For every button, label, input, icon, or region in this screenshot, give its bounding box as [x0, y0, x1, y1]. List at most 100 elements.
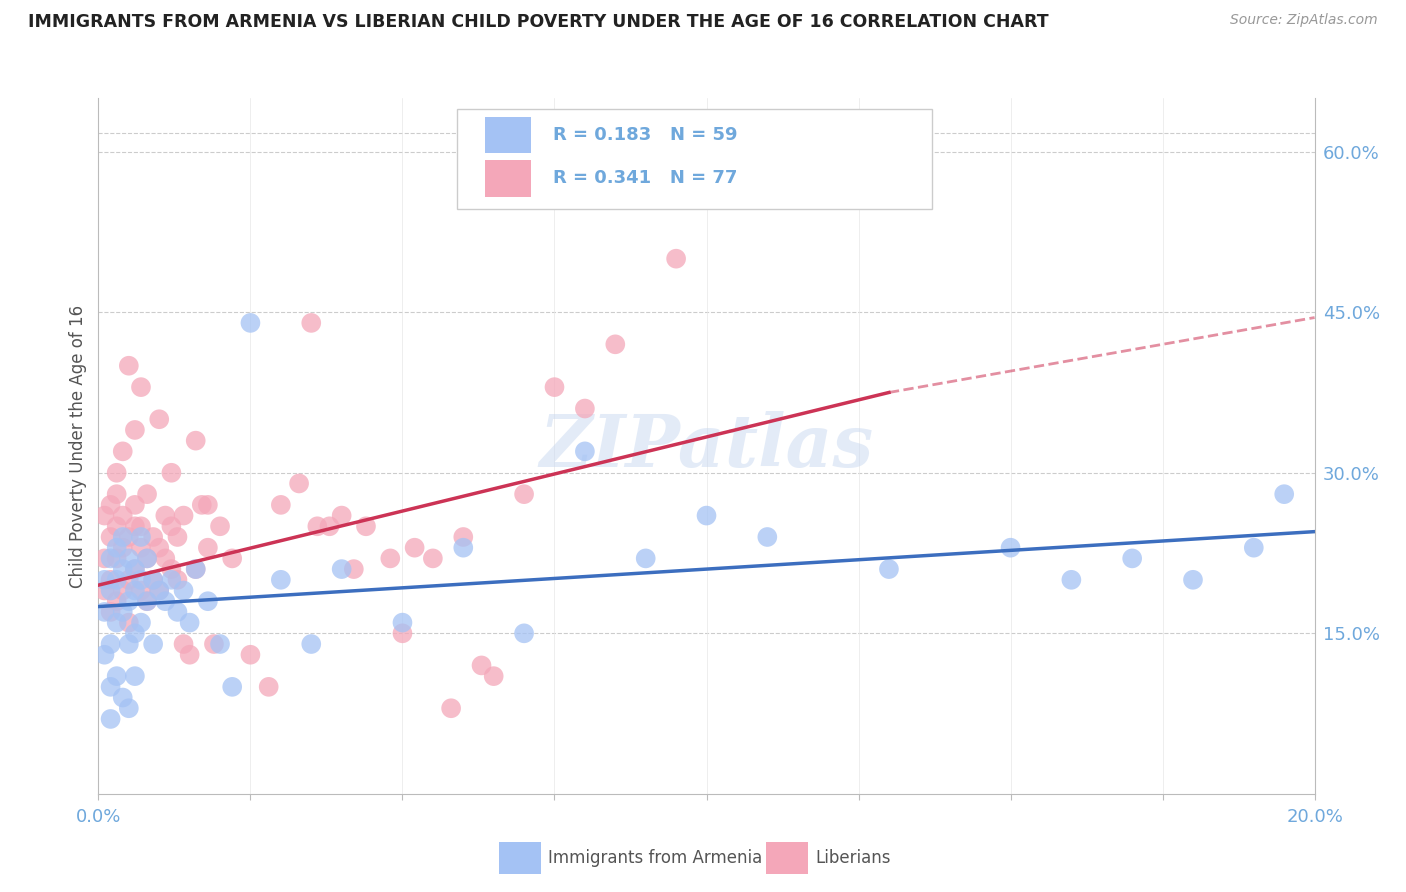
Point	[118, 573, 141, 587]
Point	[124, 562, 146, 576]
Point	[148, 583, 170, 598]
Point	[155, 551, 177, 566]
Point	[129, 380, 152, 394]
Point	[136, 594, 159, 608]
Point	[93, 508, 115, 523]
Point	[111, 562, 134, 576]
Text: R = 0.341   N = 77: R = 0.341 N = 77	[554, 169, 738, 187]
Point	[105, 615, 128, 630]
Point	[197, 498, 219, 512]
Point	[124, 669, 146, 683]
Point	[191, 498, 214, 512]
Point	[124, 626, 146, 640]
Point	[756, 530, 779, 544]
Point	[142, 637, 165, 651]
Point	[124, 562, 146, 576]
Point	[513, 487, 536, 501]
Point	[197, 594, 219, 608]
Point	[330, 508, 353, 523]
FancyBboxPatch shape	[485, 117, 531, 153]
FancyBboxPatch shape	[485, 161, 531, 196]
Point	[202, 637, 225, 651]
Point	[100, 583, 122, 598]
Point	[105, 551, 128, 566]
Point	[184, 562, 207, 576]
Point	[173, 637, 195, 651]
Text: R = 0.183   N = 59: R = 0.183 N = 59	[554, 127, 738, 145]
Point	[142, 573, 165, 587]
Point	[93, 551, 115, 566]
Point	[179, 648, 201, 662]
Point	[129, 615, 152, 630]
Point	[142, 530, 165, 544]
Point	[197, 541, 219, 555]
Point	[100, 573, 122, 587]
Text: ZIPatlas: ZIPatlas	[540, 410, 873, 482]
Point	[470, 658, 492, 673]
Point	[1272, 487, 1295, 501]
Point	[440, 701, 463, 715]
Point	[136, 551, 159, 566]
Point	[111, 444, 134, 458]
Point	[105, 519, 128, 533]
Point	[129, 541, 152, 555]
Point	[105, 669, 128, 683]
Point	[173, 583, 195, 598]
Point	[288, 476, 311, 491]
Point	[605, 337, 627, 351]
Point	[1182, 573, 1205, 587]
Text: Liberians: Liberians	[815, 849, 891, 867]
Point	[453, 541, 475, 555]
Point	[93, 573, 115, 587]
Point	[257, 680, 280, 694]
Point	[129, 519, 152, 533]
Point	[1121, 551, 1143, 566]
Point	[118, 551, 141, 566]
Point	[118, 615, 141, 630]
Point	[111, 690, 134, 705]
Point	[111, 605, 134, 619]
Point	[160, 466, 183, 480]
Point	[1243, 541, 1265, 555]
Point	[422, 551, 444, 566]
Point	[124, 583, 146, 598]
Point	[129, 583, 152, 598]
Point	[1060, 573, 1083, 587]
Point	[124, 498, 146, 512]
Point	[696, 508, 718, 523]
Point	[105, 594, 128, 608]
FancyBboxPatch shape	[457, 109, 932, 210]
Point	[221, 680, 243, 694]
Point	[118, 637, 141, 651]
Point	[343, 562, 366, 576]
Point	[93, 648, 115, 662]
Point	[221, 551, 243, 566]
Point	[391, 615, 413, 630]
Point	[100, 530, 122, 544]
Point	[391, 626, 413, 640]
Point	[330, 562, 353, 576]
Point	[160, 573, 183, 587]
Point	[136, 594, 159, 608]
Point	[184, 562, 207, 576]
Text: Source: ZipAtlas.com: Source: ZipAtlas.com	[1230, 13, 1378, 28]
Point	[166, 530, 188, 544]
Point	[179, 615, 201, 630]
Point	[93, 605, 115, 619]
Point	[136, 551, 159, 566]
Point	[155, 594, 177, 608]
Point	[877, 562, 900, 576]
Point	[160, 562, 183, 576]
Point	[111, 583, 134, 598]
Point	[118, 594, 141, 608]
Point	[404, 541, 426, 555]
Point	[100, 498, 122, 512]
Point	[634, 551, 657, 566]
Text: Immigrants from Armenia: Immigrants from Armenia	[548, 849, 762, 867]
Point	[307, 519, 329, 533]
Point	[574, 401, 596, 416]
Point	[299, 637, 322, 651]
Point	[270, 498, 292, 512]
Point	[155, 508, 177, 523]
Point	[1000, 541, 1022, 555]
